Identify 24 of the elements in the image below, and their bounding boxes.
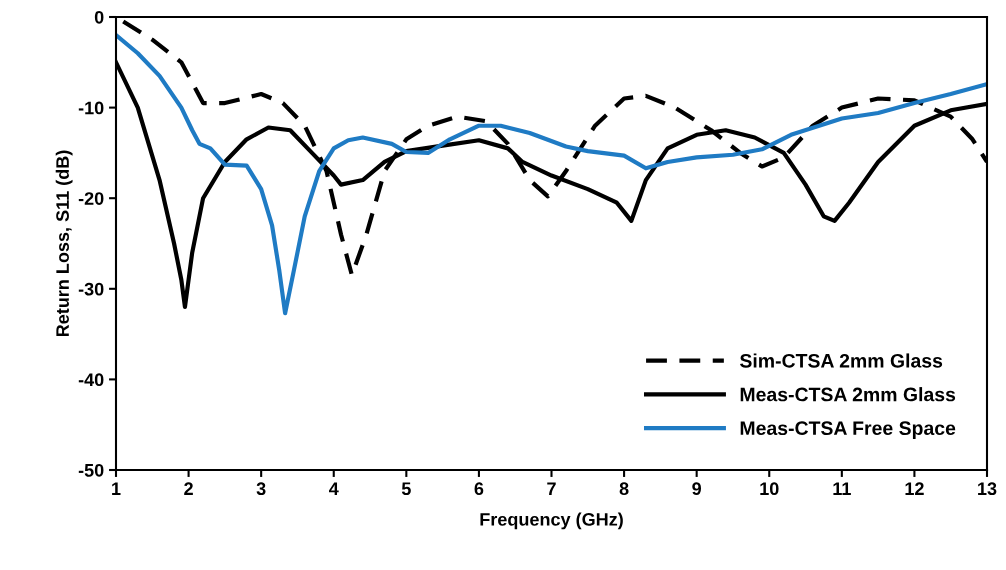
x-tick-label: 11 bbox=[833, 482, 851, 495]
y-tick-label: -50 bbox=[78, 463, 104, 477]
y-axis-title: Return Loss, S11 (dB) bbox=[55, 150, 73, 337]
x-tick-label: 3 bbox=[256, 482, 266, 496]
legend-label: Meas-CTSA 2mm Glass bbox=[740, 387, 956, 402]
x-tick-label: 6 bbox=[474, 482, 484, 496]
legend-label: Sim-CTSA 2mm Glass bbox=[739, 353, 943, 368]
x-tick-label: 9 bbox=[692, 482, 702, 496]
x-tick-label: 2 bbox=[184, 482, 193, 495]
x-tick-label: 13 bbox=[978, 482, 997, 496]
y-tick-label: -40 bbox=[78, 373, 104, 387]
y-tick-label: -10 bbox=[78, 101, 104, 115]
legend-label: Meas-CTSA Free Space bbox=[740, 421, 956, 439]
x-tick-label: 4 bbox=[329, 482, 339, 495]
x-tick-label: 10 bbox=[760, 482, 779, 496]
y-tick-label: -30 bbox=[78, 282, 104, 296]
y-tick-label: 0 bbox=[94, 10, 104, 24]
x-axis-title: Frequency (GHz) bbox=[480, 512, 623, 530]
x-tick-label: 5 bbox=[401, 482, 411, 496]
x-tick-label: 8 bbox=[619, 482, 629, 496]
y-tick-label: -20 bbox=[78, 192, 104, 205]
x-tick-label: 7 bbox=[547, 482, 556, 495]
x-tick-label: 1 bbox=[112, 482, 121, 495]
x-tick-label: 12 bbox=[905, 482, 924, 495]
